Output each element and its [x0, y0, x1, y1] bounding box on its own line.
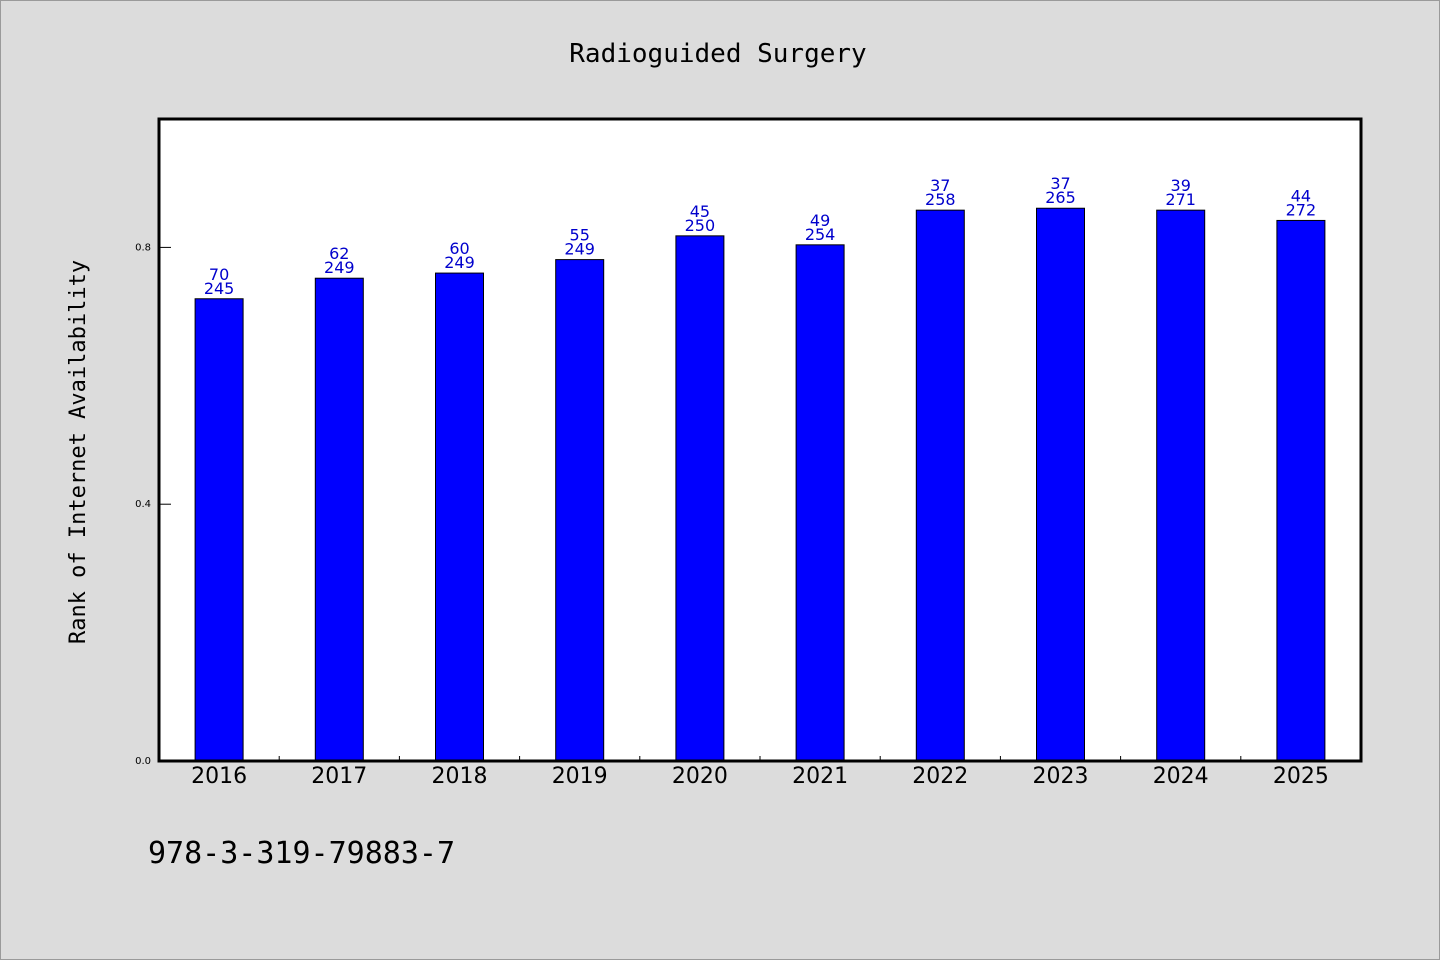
- bar-label-top: 55: [570, 226, 590, 245]
- x-tick-label: 2017: [311, 764, 367, 789]
- bar-2016: [194, 298, 244, 762]
- chart-title: Radioguided Surgery: [569, 39, 866, 69]
- bar-label-bottom: 254: [805, 225, 836, 244]
- bar-label-bottom: 272: [1286, 200, 1317, 219]
- bar-label-bottom: 258: [925, 190, 956, 209]
- bar-2020: [675, 235, 725, 762]
- bar-2017: [314, 277, 364, 762]
- bar-label-top: 49: [810, 211, 830, 230]
- bar-label-top: 37: [930, 176, 950, 195]
- bar-label-bottom: 249: [564, 240, 595, 259]
- bar-2019: [555, 259, 605, 762]
- y-tick-label: 0.0: [135, 756, 151, 767]
- x-tick-label: 2018: [432, 764, 488, 789]
- x-tick-label: 2023: [1033, 764, 1089, 789]
- y-axis-label: Rank of Internet Availability: [66, 260, 91, 644]
- footer-isbn: 978-3-319-79883-7: [148, 836, 455, 871]
- bar-label-top: 44: [1291, 186, 1311, 205]
- bar-label-top: 39: [1171, 176, 1191, 195]
- x-tick-label: 2024: [1153, 764, 1209, 789]
- ticks-group: 2016 2017 2018 2019 2020 2021 2022 2023 2024 2025…: [135, 242, 1329, 789]
- bar-label-bottom: 249: [324, 258, 355, 277]
- bar-label-bottom: 250: [685, 216, 716, 235]
- bar-label-top: 70: [209, 265, 229, 284]
- bar-2018: [435, 272, 484, 762]
- y-tick-label: 0.8: [135, 242, 151, 253]
- x-tick-label: 2019: [552, 764, 608, 789]
- bar-2023: [1036, 207, 1085, 762]
- y-tick-label: 0.4: [135, 499, 151, 510]
- bar-label-top: 37: [1050, 174, 1070, 193]
- bar-2024: [1156, 209, 1206, 762]
- x-tick-label: 2025: [1273, 764, 1329, 789]
- x-tick-label: 2022: [912, 764, 968, 789]
- bar-label-bottom: 271: [1165, 190, 1196, 209]
- x-tick-label: 2016: [191, 764, 247, 789]
- bar-2025: [1276, 219, 1326, 762]
- plot-border: [157, 117, 1363, 763]
- x-tick-label: 2021: [792, 764, 848, 789]
- bar-label-bottom: 265: [1045, 188, 1076, 207]
- bar-2021: [795, 244, 845, 762]
- bar-label-top: 45: [690, 202, 710, 221]
- bar-label-bottom: 245: [204, 279, 235, 298]
- x-tick-label: 2020: [672, 764, 728, 789]
- bar-label-bottom: 249: [444, 253, 475, 272]
- bar-2022: [915, 209, 965, 762]
- bar-label-top: 62: [329, 244, 349, 263]
- bar-label-top: 60: [449, 239, 469, 258]
